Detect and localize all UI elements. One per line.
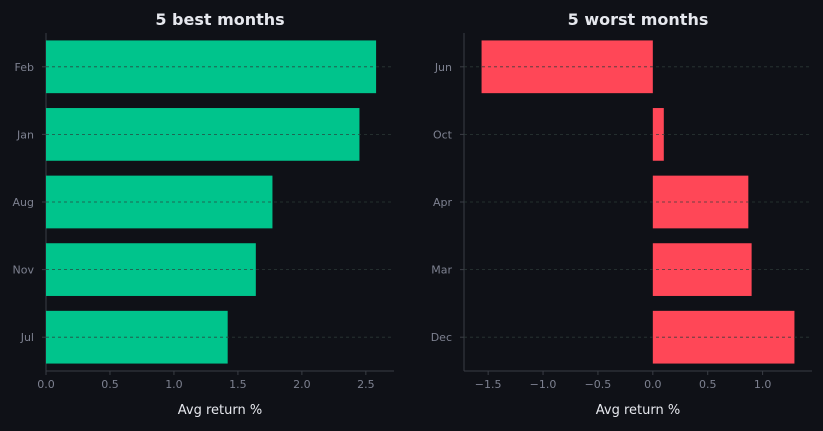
y-tick-label: Jun [434,61,452,74]
chart-title: 5 worst months [568,10,709,29]
x-tick-label: 2.5 [357,378,375,391]
x-axis-label: Avg return % [178,403,262,418]
x-tick-label: 0.0 [644,378,662,391]
x-tick-label: −1.0 [530,378,557,391]
x-tick-label: 1.0 [754,378,772,391]
x-tick-label: 1.0 [165,378,183,391]
x-tick-label: 0.5 [699,378,717,391]
y-tick-label: Feb [15,61,34,74]
chart-title: 5 best months [155,10,284,29]
x-tick-label: 0.0 [37,378,55,391]
y-tick-label: Nov [13,264,35,277]
x-tick-label: 0.5 [101,378,119,391]
panel-worst: 5 worst months Jun Oct Apr Mar Dec −1.5 −1.0 −0.… [431,10,812,418]
y-tick-label: Jan [16,128,34,141]
y-tick-label: Mar [431,264,452,277]
x-tick-label: −0.5 [585,378,612,391]
x-axis-label: Avg return % [596,403,680,418]
x-tick-label: −1.5 [475,378,502,391]
y-tick-label: Jul [20,331,34,344]
y-tick-label: Apr [433,196,453,209]
x-tick-label: 1.5 [229,378,247,391]
y-tick-label: Oct [433,128,453,141]
y-tick-label: Aug [13,196,34,209]
y-tick-label: Dec [431,331,452,344]
x-tick-label: 2.0 [293,378,311,391]
panel-best: 5 best months Feb Jan Aug Nov Jul 0.0 0.5 1.0 1.5… [13,10,394,418]
